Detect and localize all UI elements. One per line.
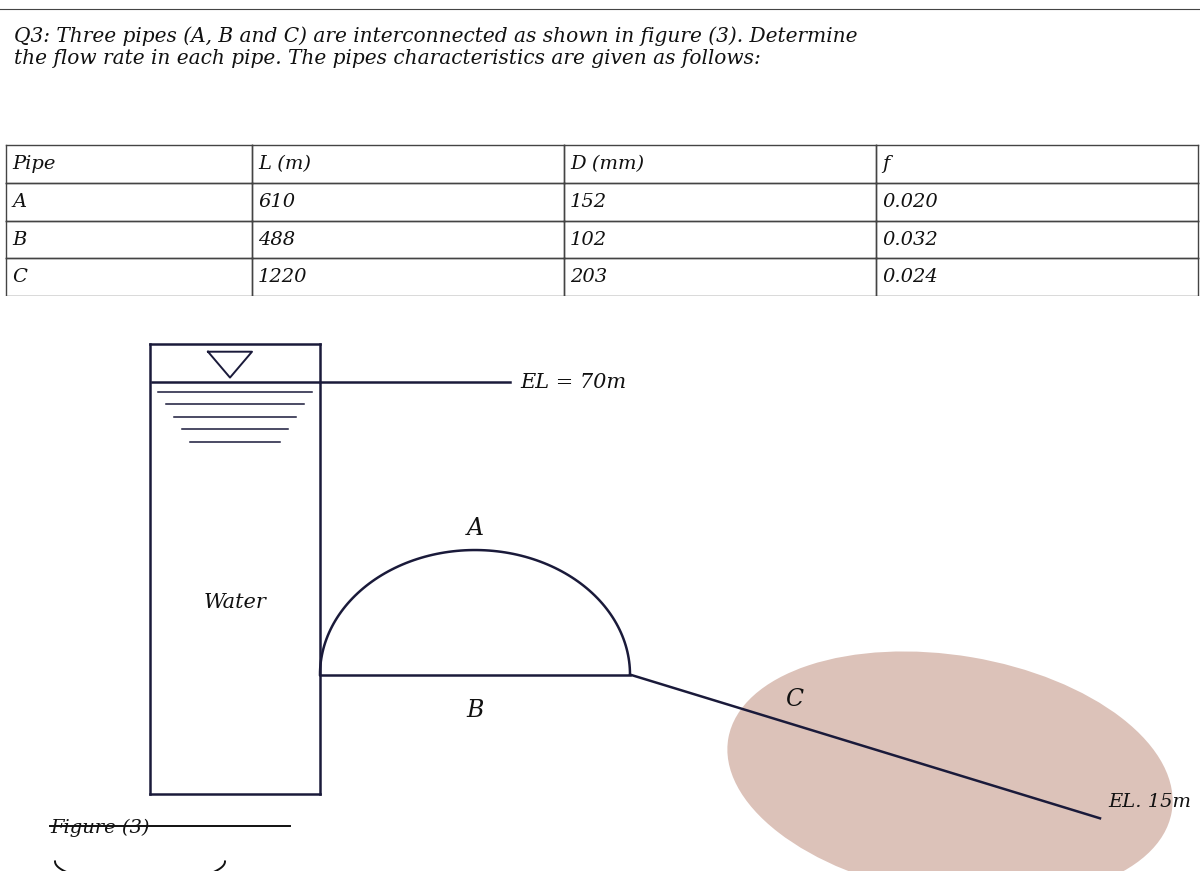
Text: A: A [467, 517, 484, 540]
Text: D (mm): D (mm) [570, 155, 644, 173]
Ellipse shape [727, 652, 1172, 871]
Text: 0.020: 0.020 [882, 192, 937, 211]
Text: EL. 15m: EL. 15m [1108, 793, 1190, 811]
Text: 152: 152 [570, 192, 607, 211]
Text: A: A [12, 192, 26, 211]
Text: L (m): L (m) [258, 155, 311, 173]
Text: 0.024: 0.024 [882, 268, 937, 287]
Text: f: f [882, 155, 889, 173]
Text: B: B [467, 699, 484, 721]
Text: Water: Water [204, 593, 266, 612]
Text: 102: 102 [570, 231, 607, 248]
Text: C: C [12, 268, 26, 287]
Text: B: B [12, 231, 26, 248]
Text: Pipe: Pipe [12, 155, 55, 173]
Text: 0.032: 0.032 [882, 231, 937, 248]
Text: Q3: Three pipes (A, B and C) are interconnected as shown in figure (3). Determin: Q3: Three pipes (A, B and C) are interco… [14, 27, 858, 68]
Text: 488: 488 [258, 231, 295, 248]
Text: C: C [786, 687, 804, 711]
Text: Figure (3): Figure (3) [50, 819, 150, 836]
Text: 1220: 1220 [258, 268, 307, 287]
Text: 610: 610 [258, 192, 295, 211]
Text: 203: 203 [570, 268, 607, 287]
Text: EL = 70m: EL = 70m [520, 373, 626, 392]
